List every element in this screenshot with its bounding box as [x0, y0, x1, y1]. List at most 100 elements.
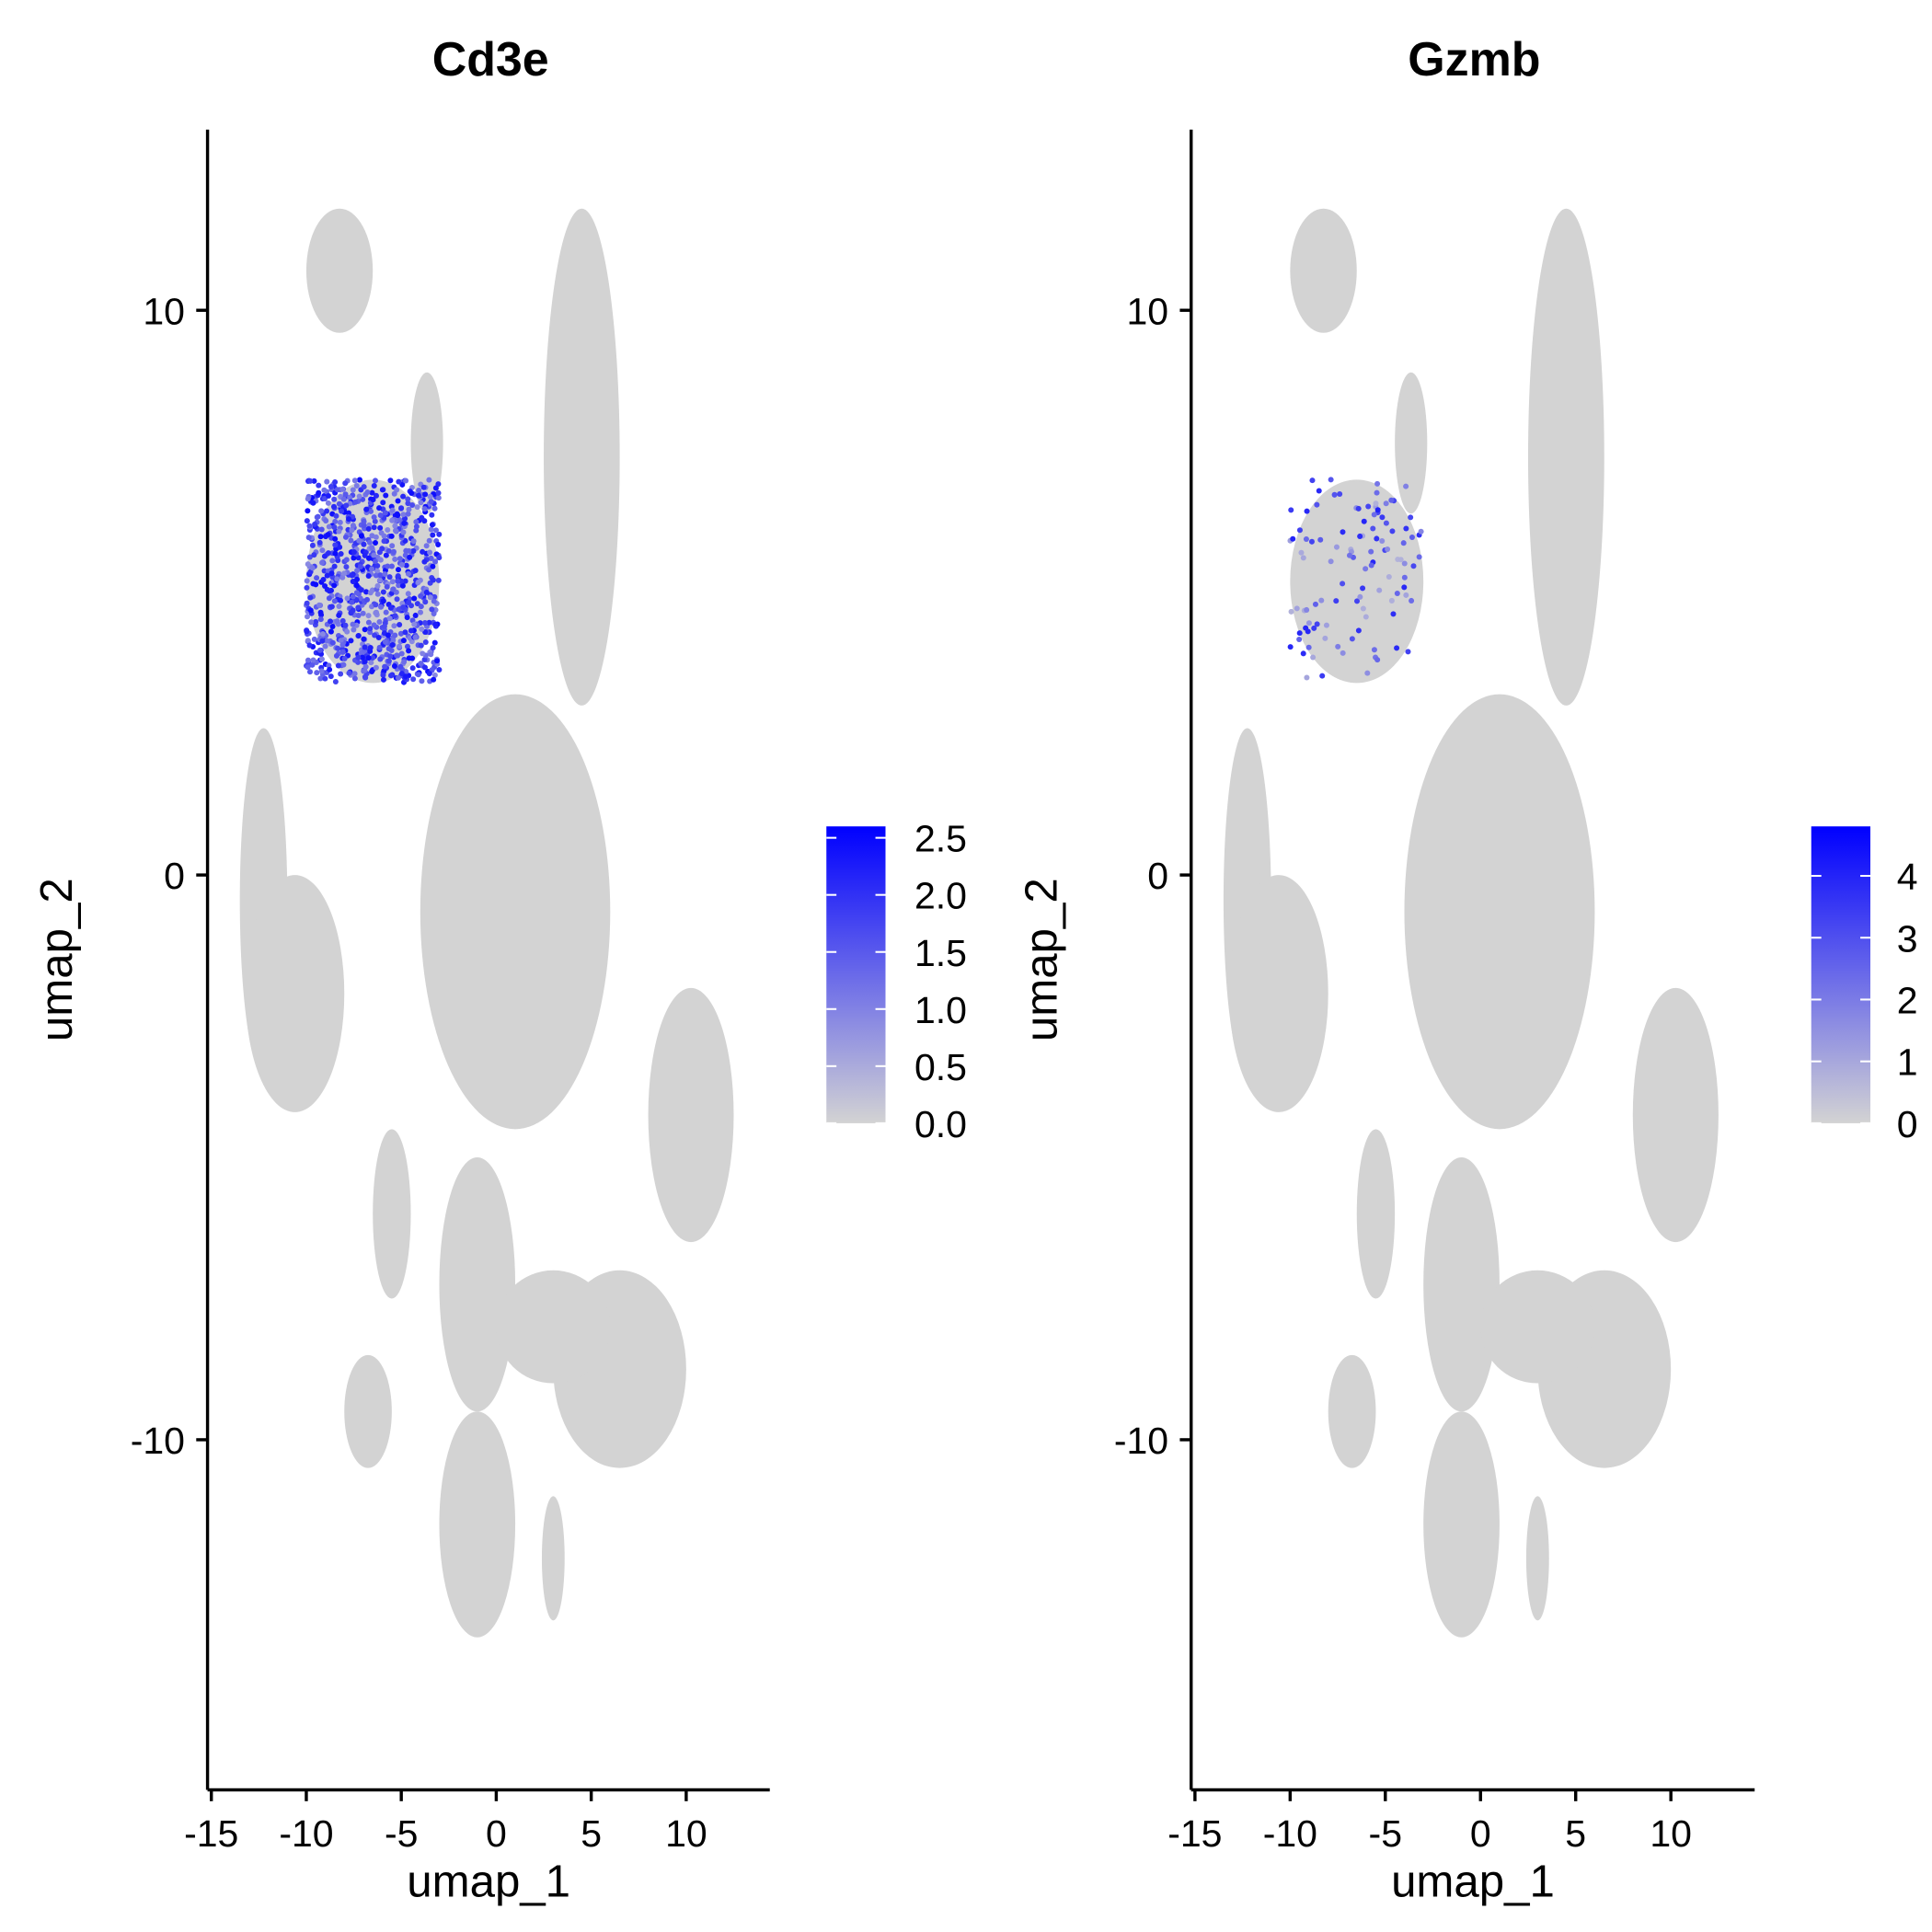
cell-point [351, 549, 357, 556]
cell-point [361, 541, 367, 547]
cell-point [1403, 592, 1409, 598]
cell-point [365, 613, 372, 619]
cell-point [1364, 670, 1371, 676]
cell-point [366, 539, 373, 546]
cell-point [374, 562, 381, 569]
cell-point [1288, 507, 1294, 513]
cell-point [415, 492, 421, 499]
cell-point [305, 657, 311, 663]
cell-point [1409, 535, 1415, 541]
cell-point [1374, 535, 1380, 542]
cell-point [369, 545, 375, 551]
cell-point [1319, 673, 1326, 679]
cell-point [395, 567, 401, 573]
cell-point [1305, 628, 1311, 635]
cell-point [348, 537, 354, 544]
cell-point [350, 523, 356, 529]
cell-point [319, 559, 326, 566]
cell-point [361, 518, 367, 524]
cell-point [1287, 644, 1294, 650]
cell-point [1304, 674, 1310, 681]
cell-point [1401, 560, 1408, 567]
chart-title: Cd3e [432, 33, 549, 86]
cell-point [1403, 525, 1409, 532]
cell-point [1340, 529, 1346, 535]
cell-point [1385, 546, 1391, 552]
cell-point [385, 547, 392, 554]
cell-point [367, 645, 374, 651]
cell-point [355, 612, 362, 618]
cell-point [1296, 630, 1303, 637]
x-tick-label: -10 [1263, 1812, 1317, 1855]
cell-point [328, 570, 335, 577]
cell-point [318, 656, 325, 662]
legend-tick-label: 0.0 [914, 1103, 967, 1145]
cell-point [1305, 620, 1312, 627]
cell-point [353, 590, 360, 596]
cell-point [1371, 512, 1377, 518]
cell-point [1294, 605, 1300, 612]
cell-point [329, 558, 336, 564]
cell-point [388, 673, 395, 679]
cell-point [338, 638, 344, 644]
cell-point [391, 662, 397, 669]
cell-point [430, 645, 436, 651]
cell-point [388, 533, 395, 539]
cell-point [397, 663, 404, 670]
cell-point [1296, 636, 1303, 642]
cluster-5 [1527, 208, 1604, 706]
cell-point [356, 477, 362, 483]
cell-point [305, 664, 311, 671]
cell-point [396, 643, 402, 650]
cell-point [390, 586, 397, 592]
cell-point [409, 665, 416, 672]
legend-tick-label: 2.0 [914, 875, 967, 917]
cell-point [1304, 508, 1310, 514]
cell-point [329, 639, 336, 646]
cell-point [395, 578, 401, 584]
cell-point [387, 653, 394, 660]
cell-point [339, 649, 346, 655]
cell-point [350, 487, 356, 493]
cell-point [373, 540, 379, 546]
cell-point [391, 623, 397, 629]
cell-point [436, 531, 443, 537]
cell-point [380, 672, 386, 678]
cell-point [362, 627, 368, 633]
cell-point [431, 672, 438, 678]
cell-point [351, 675, 358, 682]
cell-point [321, 487, 328, 493]
y-tick-label: 0 [1147, 855, 1168, 897]
cell-point [343, 502, 350, 509]
cell-point [421, 657, 428, 663]
cell-point [1331, 491, 1338, 498]
cell-point [371, 483, 377, 489]
cell-point [1333, 598, 1340, 604]
cell-point [420, 548, 426, 555]
cell-point [415, 672, 421, 678]
cell-point [334, 576, 340, 582]
cell-point [397, 517, 403, 523]
cell-point [428, 526, 434, 533]
cell-point [306, 523, 313, 529]
cell-point [361, 636, 367, 642]
cell-point [1354, 598, 1361, 604]
cell-point [1376, 587, 1383, 593]
cell-point [431, 676, 437, 683]
cell-point [306, 642, 313, 649]
cell-point [319, 638, 326, 644]
cell-point [429, 512, 435, 518]
cell-point [340, 661, 347, 668]
cell-point [397, 630, 404, 637]
cell-point [327, 588, 333, 594]
cell-point [349, 527, 355, 534]
cell-point [318, 668, 325, 674]
cell-point [427, 594, 433, 601]
cell-point [1337, 490, 1343, 497]
color-legend: 2.5 2.0 1.5 1.0 0.5 0.0 [826, 818, 967, 1145]
cell-point [410, 547, 417, 554]
cell-point [376, 644, 383, 650]
cell-point [400, 529, 407, 535]
cell-point [1355, 627, 1362, 634]
cell-point [371, 622, 377, 628]
